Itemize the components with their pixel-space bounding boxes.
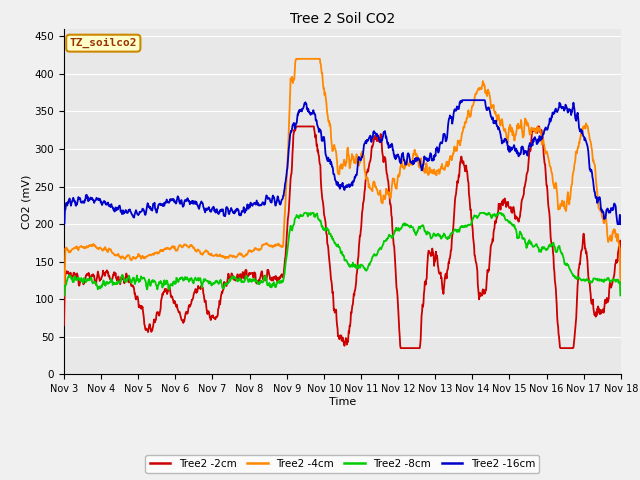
- X-axis label: Time: Time: [329, 397, 356, 407]
- Title: Tree 2 Soil CO2: Tree 2 Soil CO2: [290, 12, 395, 26]
- Y-axis label: CO2 (mV): CO2 (mV): [22, 174, 32, 229]
- Text: TZ_soilco2: TZ_soilco2: [70, 38, 137, 48]
- Legend: Tree2 -2cm, Tree2 -4cm, Tree2 -8cm, Tree2 -16cm: Tree2 -2cm, Tree2 -4cm, Tree2 -8cm, Tree…: [145, 455, 540, 473]
